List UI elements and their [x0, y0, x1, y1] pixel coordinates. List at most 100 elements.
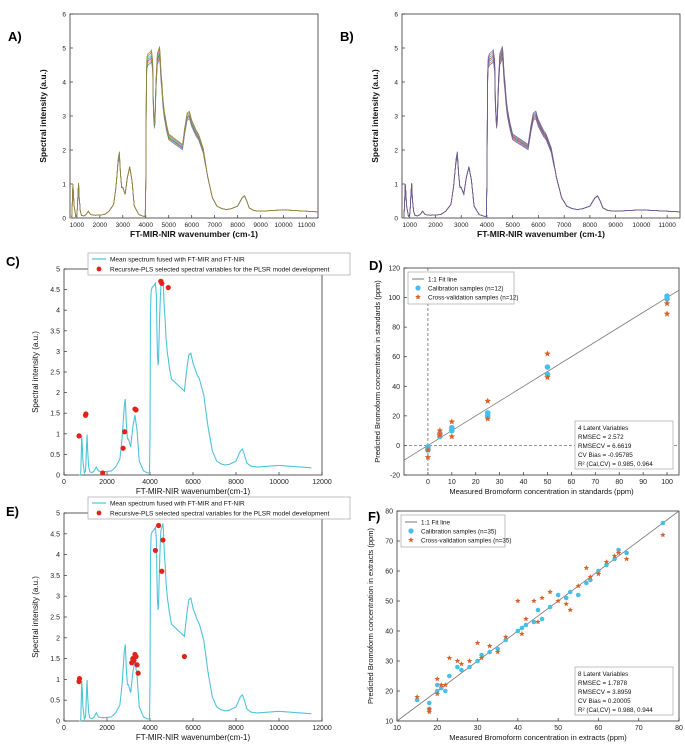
crossval-point: [660, 532, 666, 538]
crossval-point: [474, 640, 481, 646]
calibration-point: [487, 649, 492, 655]
crossval-point: [611, 553, 618, 559]
selected-variable-point: [135, 670, 141, 676]
calibration-point: [426, 700, 432, 706]
x-tick-label: 90: [639, 479, 647, 486]
y-tick-label: 80: [392, 325, 400, 332]
y-tick-label: 1: [62, 182, 66, 189]
y-tick-label: 1.5: [50, 656, 60, 663]
selected-variable-point: [159, 280, 165, 287]
x-tick-label: 60: [595, 725, 603, 732]
x-axis-label: FT-MIR-NIR wavenumber (cm-1): [477, 229, 605, 239]
x-tick-label: 40: [520, 479, 528, 486]
x-tick-label: 10: [448, 479, 456, 486]
y-tick-label: 40: [392, 384, 400, 391]
x-tick-label: 12000: [312, 479, 332, 486]
x-tick-label: 2000: [99, 725, 115, 732]
y-tick-label: 4: [56, 308, 60, 315]
panel-letter: E): [6, 504, 19, 519]
x-tick-label: 100: [661, 479, 673, 486]
mean-spectrum-line: [79, 279, 312, 476]
calibration-point: [596, 568, 601, 574]
x-tick-label: 4000: [142, 479, 158, 486]
y-tick-label: 0.5: [50, 452, 60, 459]
legend-label: Mean spectrum fused with FT-MIR and FT-N…: [110, 257, 245, 264]
spectrum-line: [70, 46, 318, 219]
calibration-point: [547, 604, 553, 610]
selected-variable-point: [133, 653, 139, 660]
calibration-point: [495, 646, 501, 652]
crossval-point: [615, 550, 622, 556]
crossval-point: [603, 559, 610, 565]
selected-variable-point: [76, 675, 83, 682]
y-tick-label: 0: [56, 473, 60, 480]
calibration-point: [439, 685, 444, 691]
legend-label: Cross-validation samples (n=35): [421, 538, 511, 545]
crossval-point: [523, 616, 529, 622]
y-tick-label: 1: [394, 182, 398, 189]
x-tick-label: 20: [472, 479, 480, 486]
calibration-point: [563, 595, 569, 601]
x-tick-label: 70: [591, 479, 599, 486]
y-tick-label: 5: [394, 46, 398, 53]
stats-line: RMSECV = 6.6619: [578, 443, 632, 450]
legend-marker-swatch: [408, 528, 414, 534]
y-tick-label: 80: [385, 509, 393, 516]
selected-variable-point: [76, 433, 82, 439]
x-tick-label: 8000: [228, 725, 244, 732]
crossval-point: [448, 418, 456, 425]
y-tick-label: 2.5: [50, 615, 60, 622]
y-tick-label: 60: [385, 569, 393, 576]
selected-variable-point: [152, 547, 158, 554]
legend-label: 1:1 Fit line: [428, 277, 458, 284]
spectrum-line: [70, 56, 318, 219]
x-tick-label: 80: [675, 725, 683, 732]
panel-a: A)1000 2000 3000 4000 5000 6000 7000 8000 9000 10…: [8, 12, 319, 239]
x-tick-label: 6000: [184, 222, 199, 229]
x-tick-label: 10000: [269, 725, 289, 732]
legend-marker-swatch: [96, 266, 102, 272]
y-tick-label: 10: [385, 719, 393, 726]
crossval-point: [555, 598, 561, 604]
y-tick-label: 40: [385, 629, 393, 636]
x-tick-label: 9000: [253, 222, 268, 229]
y-tick-label: 0: [62, 216, 66, 223]
crossval-point: [484, 397, 491, 404]
y-tick-label: -20: [390, 473, 400, 480]
crossval-point: [414, 694, 420, 700]
crossval-point: [544, 374, 551, 381]
x-tick-label: 30: [496, 479, 504, 486]
spectrum-line: [70, 58, 319, 219]
calibration-point: [555, 592, 561, 598]
legend-box: [400, 514, 506, 548]
x-tick-label: 50: [554, 725, 562, 732]
stats-line: 4 Latent Variables: [578, 425, 628, 432]
calibration-point: [575, 592, 581, 598]
y-tick-label: 30: [385, 659, 393, 666]
x-tick-label: 5000: [505, 222, 520, 229]
x-tick-label: 0: [62, 725, 66, 732]
crossval-point: [663, 300, 671, 307]
crossval-point: [587, 574, 594, 580]
stats-box: [574, 666, 674, 716]
spectrum-line: [402, 52, 680, 219]
y-tick-label: 0: [56, 719, 60, 726]
y-tick-label: 6: [62, 12, 66, 19]
x-tick-label: 50: [544, 479, 552, 486]
y-axis-label: Spectral intensity (a.u.): [31, 331, 40, 413]
selected-variable-point: [120, 445, 126, 451]
panel-e: E) 0 2000 4000 6000 8000 10000 12000 0 0.5 1 1.5 2 2.…: [6, 496, 351, 742]
calibration-point: [455, 664, 460, 670]
y-tick-label: 3: [56, 349, 60, 356]
stats-line: RMSEC = 1.7878: [578, 680, 628, 687]
spectrum-line: [402, 57, 681, 219]
x-tick-label: 4000: [139, 222, 154, 229]
y-tick-label: 70: [385, 539, 393, 546]
crossval-point: [442, 682, 449, 688]
x-tick-label: 8000: [228, 479, 244, 486]
calibration-point: [584, 580, 589, 586]
panel-b: B)1000 2000 3000 4000 5000 6000 7000 8000 9000 10…: [340, 12, 681, 239]
crossval-point: [575, 583, 581, 589]
x-tick-label: 8000: [583, 222, 598, 229]
